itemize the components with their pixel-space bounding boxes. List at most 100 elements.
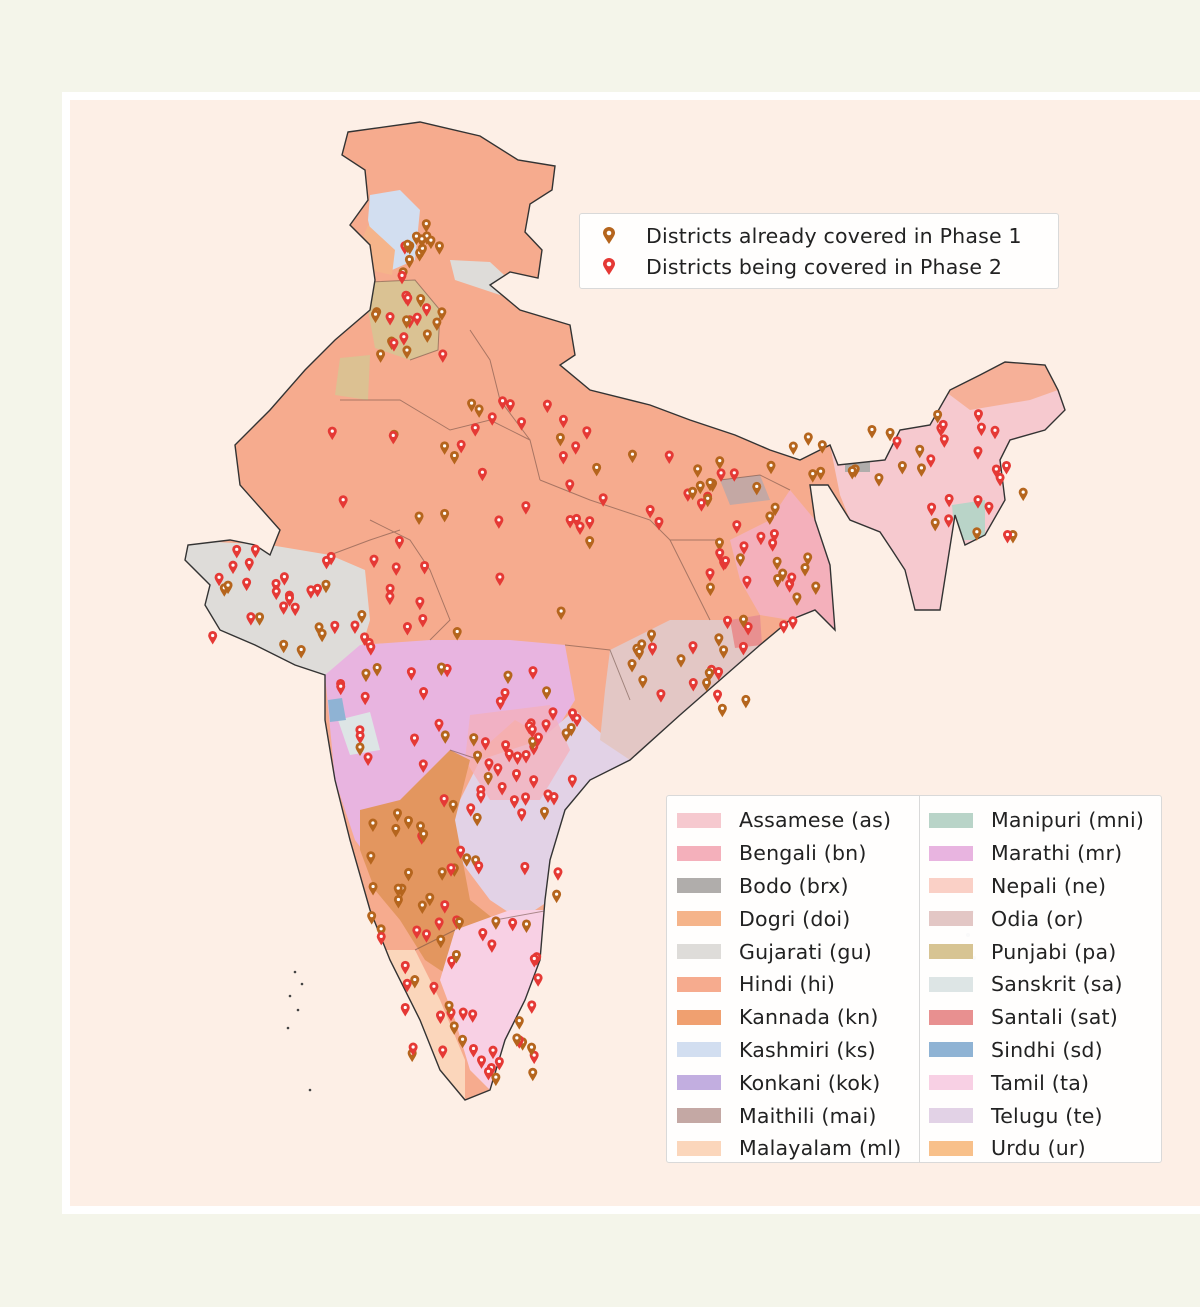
district-pin-dot bbox=[568, 482, 572, 486]
region-punjabi-west bbox=[335, 355, 370, 400]
district-pin-dot bbox=[790, 575, 794, 579]
district-pin-icon bbox=[400, 960, 410, 975]
district-pin-dot bbox=[245, 580, 249, 584]
district-pin-icon bbox=[376, 924, 386, 938]
district-pin-dot bbox=[341, 498, 345, 502]
district-pin-icon bbox=[296, 645, 306, 659]
district-pin-dot bbox=[715, 692, 720, 696]
district-pin-dot bbox=[1005, 532, 1010, 537]
district-pin-dot bbox=[559, 609, 563, 613]
district-pin-icon bbox=[528, 1067, 538, 1082]
legend-item-dogri: Dogri (doi) bbox=[677, 902, 901, 935]
legend-item-punjabi: Punjabi (pa) bbox=[929, 935, 1144, 968]
legend-item-santali: Santali (sat) bbox=[929, 1001, 1144, 1034]
district-pin-icon bbox=[541, 719, 551, 733]
district-pin-icon bbox=[512, 1033, 522, 1047]
district-pin-icon bbox=[271, 586, 281, 601]
district-pin-dot bbox=[465, 856, 469, 860]
district-pin-dot bbox=[460, 1037, 465, 1041]
district-pin-icon bbox=[360, 632, 370, 646]
district-pin-dot bbox=[422, 563, 427, 568]
legend-label: Konkani (kok) bbox=[739, 1070, 881, 1095]
district-pin-icon bbox=[403, 239, 413, 254]
district-pin-icon bbox=[491, 1072, 501, 1087]
legend-swatch bbox=[929, 812, 973, 828]
district-pin-icon bbox=[290, 602, 300, 617]
district-pin-dot bbox=[575, 716, 579, 720]
district-pin-icon bbox=[487, 412, 497, 426]
district-pin-dot bbox=[253, 547, 258, 551]
district-pin-dot bbox=[471, 1046, 476, 1051]
district-pin-dot bbox=[333, 623, 337, 627]
district-pin-icon bbox=[469, 733, 479, 747]
district-pin-icon bbox=[468, 1009, 478, 1023]
district-pin-icon bbox=[991, 464, 1001, 478]
india-map bbox=[184, 121, 1066, 1101]
district-pin-dot bbox=[718, 459, 722, 463]
district-pin-icon bbox=[939, 434, 949, 448]
district-pin-icon bbox=[867, 424, 877, 439]
district-pin-dot bbox=[524, 503, 528, 508]
district-pin-icon bbox=[418, 759, 428, 773]
legend-swatch bbox=[929, 845, 973, 861]
district-pin-icon bbox=[715, 548, 725, 562]
district-pin-dot bbox=[353, 623, 357, 627]
district-pin-icon bbox=[434, 241, 444, 255]
district-pin-icon bbox=[817, 440, 827, 454]
district-pin-dot bbox=[719, 471, 723, 475]
district-pin-icon bbox=[420, 560, 430, 575]
legend-item-bengali: Bengali (bn) bbox=[677, 837, 901, 870]
legend-swatch bbox=[677, 812, 721, 828]
district-pin-dot bbox=[217, 575, 221, 579]
district-pin-icon bbox=[521, 792, 531, 806]
district-pin-icon bbox=[470, 423, 480, 437]
district-pin-dot bbox=[412, 736, 417, 740]
district-pin-icon bbox=[585, 536, 595, 550]
district-pin-dot bbox=[936, 412, 940, 416]
district-pin-icon bbox=[803, 432, 813, 446]
district-pin-dot bbox=[366, 755, 370, 759]
district-pin-icon bbox=[487, 939, 497, 953]
district-pin-dot bbox=[895, 439, 899, 443]
district-pin-icon bbox=[803, 552, 813, 566]
legend-swatch bbox=[677, 1140, 721, 1156]
district-pin-dot bbox=[531, 739, 535, 743]
district-pin-dot bbox=[1004, 463, 1009, 468]
district-pin-dot bbox=[454, 952, 459, 957]
region-gujarati bbox=[185, 540, 370, 680]
district-pin-icon bbox=[714, 537, 724, 552]
district-pin-icon bbox=[458, 1034, 468, 1049]
district-pin-icon bbox=[654, 516, 664, 531]
legend-label: Hindi (hi) bbox=[739, 972, 836, 997]
legend-swatch bbox=[677, 911, 721, 927]
district-pin-dot bbox=[235, 547, 239, 551]
marker-legend: Districts already covered in Phase 1 Dis… bbox=[579, 213, 1059, 289]
district-pin-dot bbox=[455, 629, 459, 634]
district-pin-icon bbox=[444, 1000, 454, 1015]
district-pin-icon bbox=[436, 662, 446, 676]
district-pin-dot bbox=[554, 892, 559, 896]
district-markers bbox=[208, 219, 1028, 1087]
district-pin-dot bbox=[394, 565, 398, 569]
district-pin-dot bbox=[451, 802, 455, 806]
legend-label: Urdu (ur) bbox=[991, 1136, 1086, 1161]
district-pin-icon bbox=[488, 1045, 498, 1060]
district-pin-dot bbox=[919, 466, 924, 470]
legend-item-kannada: Kannada (kn) bbox=[677, 1001, 901, 1034]
district-pin-dot bbox=[407, 257, 412, 261]
district-pin-dot bbox=[257, 615, 262, 619]
legend-swatch bbox=[929, 944, 973, 960]
district-pin-icon bbox=[567, 708, 577, 722]
district-pin-dot bbox=[420, 246, 425, 250]
district-pin-icon bbox=[704, 668, 714, 682]
district-pin-dot bbox=[443, 733, 447, 737]
district-pin-icon bbox=[527, 1042, 537, 1057]
district-pin-dot bbox=[781, 571, 785, 575]
district-pin-dot bbox=[439, 665, 444, 669]
district-pin-dot bbox=[457, 919, 462, 924]
district-pin-icon bbox=[404, 254, 414, 269]
district-pin-icon bbox=[389, 338, 399, 352]
district-pin-dot bbox=[498, 699, 502, 703]
district-pin-icon bbox=[363, 752, 373, 766]
district-pin-dot bbox=[469, 806, 473, 810]
